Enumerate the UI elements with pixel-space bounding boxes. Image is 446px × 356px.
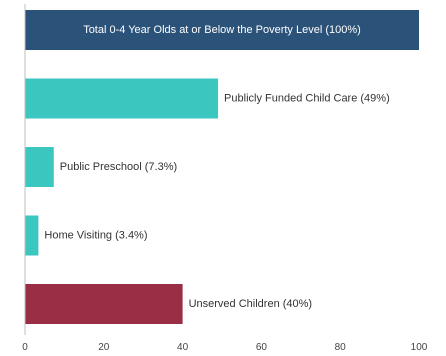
bar-0 [25, 10, 419, 50]
bar-label-4: Unserved Children (40%) [189, 298, 313, 310]
bar-labels-group: Total 0-4 Year Olds at or Below the Pove… [44, 24, 389, 310]
bar-label-2: Public Preschool (7.3%) [60, 161, 177, 173]
bar-2 [25, 147, 54, 187]
bar-4 [25, 284, 183, 324]
bar-label-0: Total 0-4 Year Olds at or Below the Pove… [83, 24, 361, 36]
bars-group [25, 10, 419, 324]
x-tick-label-4: 80 [335, 342, 347, 353]
bar-label-1: Publicly Funded Child Care (49%) [224, 92, 390, 104]
x-axis-ticks: 0 20 40 60 80 100 [22, 342, 428, 353]
x-tick-label-3: 60 [256, 342, 268, 353]
bar-1 [25, 78, 219, 119]
x-tick-label-1: 20 [98, 342, 110, 353]
bar-3 [25, 215, 39, 256]
x-tick-label-2: 40 [177, 342, 189, 353]
x-tick-label-5: 100 [411, 342, 428, 353]
bar-label-3: Home Visiting (3.4%) [44, 229, 147, 241]
x-tick-label-0: 0 [22, 342, 28, 353]
